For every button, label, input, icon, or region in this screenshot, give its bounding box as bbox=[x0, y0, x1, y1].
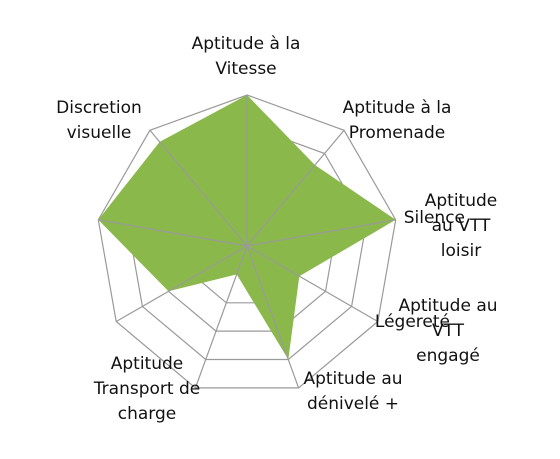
category-label: Aptitude à la Promenade bbox=[342, 98, 452, 143]
category-label: Aptitude à la Vitesse bbox=[191, 34, 301, 79]
grid-spoke bbox=[246, 245, 300, 389]
grid-spoke bbox=[115, 245, 248, 323]
grid-spoke bbox=[246, 129, 345, 247]
grid-spoke bbox=[194, 245, 248, 389]
category-label: Aptitude au dénivelé + bbox=[303, 369, 403, 414]
grid-ring bbox=[97, 94, 397, 389]
category-label: Aptitude au VTT loisir bbox=[424, 191, 498, 261]
category-label: Légereté bbox=[374, 312, 450, 332]
category-label: Discretion visuelle bbox=[56, 98, 142, 143]
grid-spoke bbox=[149, 129, 248, 247]
category-label: Aptitude Transport de charge bbox=[93, 354, 201, 424]
grid-spoke bbox=[98, 219, 248, 247]
grid-spoke bbox=[246, 219, 396, 247]
grid-spoke bbox=[246, 245, 379, 323]
category-label: Aptitude au VTT engagé bbox=[398, 296, 498, 366]
category-label: Silence bbox=[403, 208, 465, 228]
